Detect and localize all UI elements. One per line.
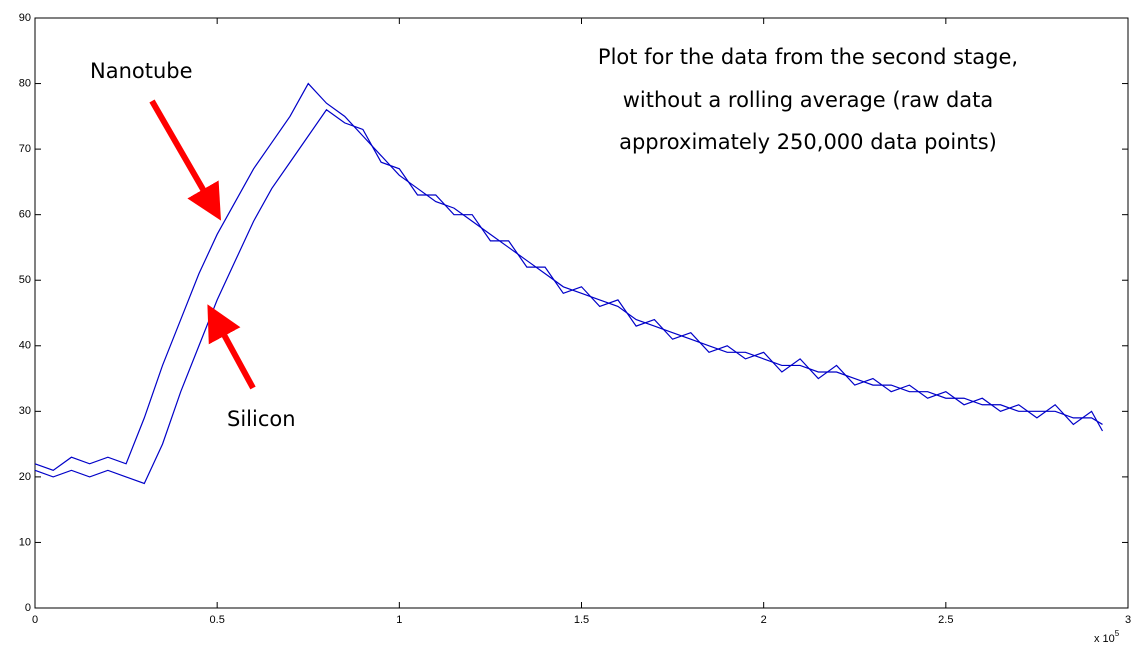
y-tick-label: 20 (19, 471, 31, 483)
y-tick-label: 50 (19, 274, 31, 286)
x-tick-label: 3 (1125, 614, 1131, 626)
annotation: Silicon (227, 407, 296, 431)
x-tick-label: 2 (761, 614, 767, 626)
annotation: Nanotube (90, 59, 193, 83)
x-tick-label: 2.5 (938, 614, 953, 626)
y-tick-label: 80 (19, 77, 31, 89)
x-tick-label: 0.5 (210, 614, 225, 626)
y-tick-label: 10 (19, 536, 31, 548)
y-tick-label: 90 (19, 12, 31, 24)
x-multiplier-base: x 10 (1094, 633, 1115, 645)
y-tick-label: 30 (19, 405, 31, 417)
y-tick-label: 60 (19, 209, 31, 221)
y-tick-label: 70 (19, 143, 31, 155)
x-tick-label: 1.5 (574, 614, 589, 626)
y-tick-label: 0 (25, 602, 31, 614)
x-tick-label: 1 (396, 614, 402, 626)
x-multiplier-exponent: 5 (1115, 629, 1120, 638)
arrow (207, 304, 256, 390)
annotation: without a rolling average (raw data (623, 88, 994, 112)
arrow (149, 99, 221, 221)
x-multiplier: x 105 (1094, 629, 1120, 645)
y-tick-label: 40 (19, 340, 31, 352)
annotation: Plot for the data from the second stage, (598, 45, 1018, 69)
annotation: approximately 250,000 data points) (619, 130, 997, 154)
x-tick-label: 0 (32, 614, 38, 626)
